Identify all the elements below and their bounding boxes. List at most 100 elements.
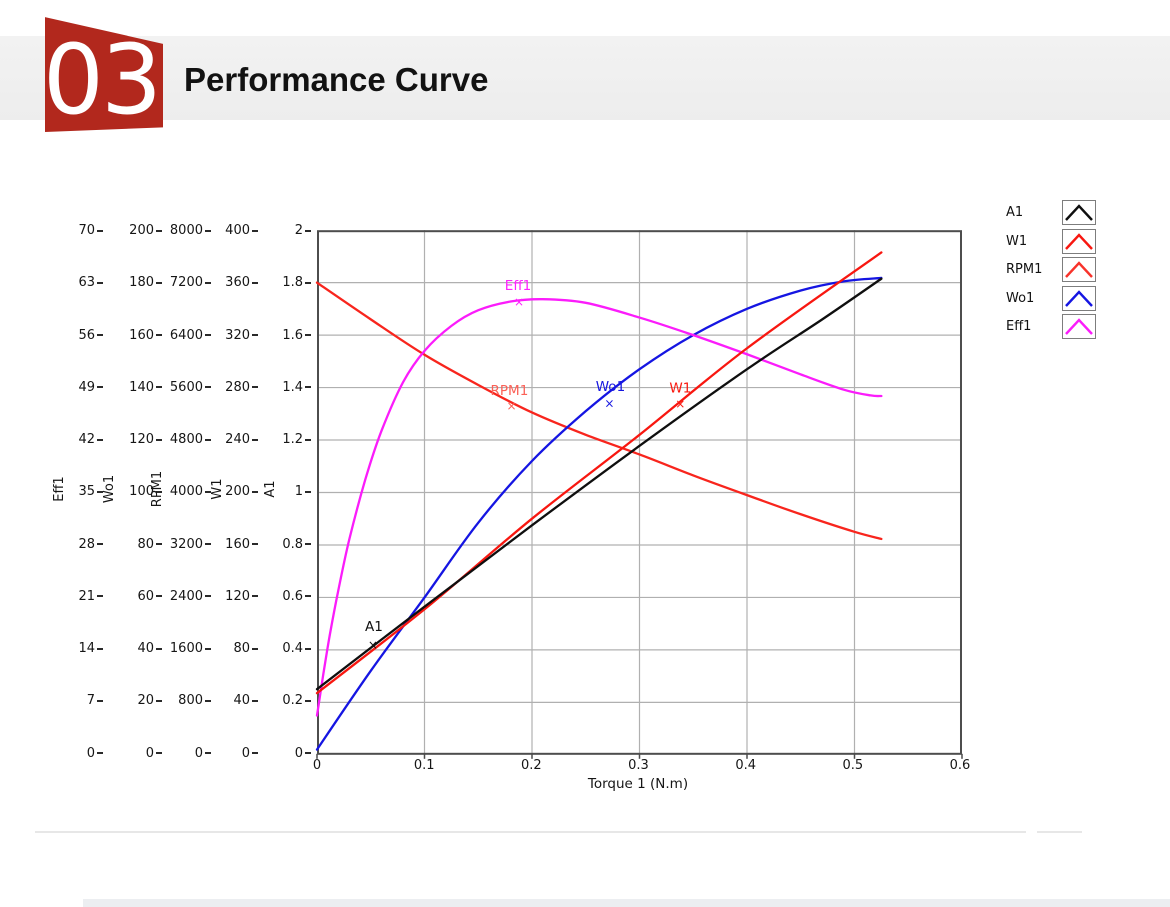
y-axis-title-eff1: Eff1: [52, 476, 67, 502]
y-tick-wo1: 160: [82, 327, 162, 343]
y-tick-eff1: 56: [23, 327, 103, 343]
tick-dash: [252, 438, 258, 441]
y-tick-rpm1: 4000: [131, 484, 211, 500]
curve-a1: [315, 277, 883, 691]
y-tick-value: 1.4: [282, 379, 303, 395]
y-axis-title-rpm1: RPM1: [150, 470, 165, 508]
tick-dash: [205, 543, 211, 545]
y-tick-value: 2: [294, 223, 303, 238]
tick-dash: [305, 386, 311, 389]
y-tick-value: 0: [294, 745, 303, 761]
tick-dash: [97, 386, 103, 389]
legend-item-rpm1: RPM1: [1006, 257, 1096, 282]
y-tick-eff1: 63: [23, 275, 103, 291]
y-tick-value: 0: [241, 745, 250, 761]
y-tick-value: 0: [145, 745, 154, 761]
legend-label: RPM1: [1006, 262, 1043, 277]
y-tick-value: 120: [225, 588, 250, 604]
tick-dash: [205, 699, 211, 702]
y-tick-value: 14: [78, 641, 95, 656]
y-tick-a1: 0.2: [231, 693, 311, 709]
y-tick-a1: 1.2: [231, 432, 311, 448]
tick-dash: [97, 229, 103, 232]
x-tick-label: 0.3: [628, 758, 649, 773]
legend-label: Wo1: [1006, 290, 1035, 306]
tick-dash: [156, 229, 162, 232]
tick-dash: [252, 595, 258, 598]
tick-dash: [156, 699, 162, 702]
y-tick-value: 0: [194, 745, 203, 761]
y-tick-w1: 320: [178, 327, 258, 343]
tick-dash: [205, 490, 211, 493]
y-tick-wo1: 140: [82, 379, 162, 395]
y-tick-rpm1: 4800: [131, 432, 211, 448]
tick-dash: [156, 334, 162, 336]
tick-dash: [252, 229, 258, 232]
curve-rpm1: [315, 281, 883, 541]
tick-dash: [156, 386, 162, 389]
legend-label: Eff1: [1006, 319, 1032, 334]
divider-line-short: [1037, 831, 1082, 833]
y-tick-value: 40: [137, 641, 154, 656]
y-tick-value: 1: [294, 484, 303, 500]
y-tick-wo1: 80: [82, 536, 162, 552]
y-tick-value: 7200: [169, 275, 203, 291]
annotation-label-wo1: Wo1: [596, 379, 625, 395]
y-tick-value: 42: [78, 432, 95, 447]
tick-dash: [305, 229, 311, 232]
y-tick-value: 180: [129, 275, 154, 291]
tick-dash: [305, 699, 311, 702]
legend-swatch: [1062, 257, 1096, 282]
tick-dash: [252, 543, 258, 545]
line-sample-icon: [1065, 289, 1093, 307]
section-number: 03: [42, 24, 162, 136]
curve-eff1: [315, 298, 883, 717]
y-tick-eff1: 21: [23, 588, 103, 604]
y-tick-wo1: 200: [82, 223, 162, 239]
y-tick-value: 80: [137, 536, 154, 552]
y-tick-value: 1.8: [282, 275, 303, 291]
y-tick-rpm1: 1600: [131, 641, 211, 657]
tick-dash: [305, 438, 311, 441]
y-tick-w1: 0: [178, 745, 258, 761]
y-tick-wo1: 20: [82, 693, 162, 709]
tick-dash: [205, 229, 211, 232]
y-tick-a1: 2: [231, 223, 311, 239]
y-tick-eff1: 35: [23, 484, 103, 500]
y-tick-a1: 1.8: [231, 275, 311, 291]
y-tick-eff1: 42: [23, 432, 103, 448]
tick-dash: [156, 543, 162, 545]
y-tick-value: 35: [78, 484, 95, 500]
y-tick-eff1: 70: [23, 223, 103, 239]
tick-dash: [205, 438, 211, 441]
bottom-band: [83, 899, 1170, 907]
y-tick-w1: 40: [178, 693, 258, 709]
y-tick-value: 0.6: [282, 588, 303, 604]
y-tick-value: 40: [233, 693, 250, 709]
y-tick-a1: 1.6: [231, 327, 311, 343]
y-tick-wo1: 0: [82, 745, 162, 761]
y-tick-value: 1.2: [282, 432, 303, 447]
y-tick-a1: 0.4: [231, 641, 311, 657]
y-tick-value: 0: [86, 745, 95, 761]
tick-dash: [205, 752, 211, 754]
y-tick-value: 1.6: [282, 327, 303, 343]
y-tick-value: 63: [78, 275, 95, 291]
tick-dash: [252, 647, 258, 650]
y-tick-value: 280: [225, 379, 250, 395]
y-tick-w1: 360: [178, 275, 258, 291]
tick-dash: [305, 281, 311, 284]
y-tick-value: 400: [225, 223, 250, 238]
y-tick-value: 240: [225, 432, 250, 447]
y-tick-w1: 120: [178, 588, 258, 604]
line-sample-icon: [1065, 204, 1093, 221]
y-tick-value: 1600: [169, 641, 203, 656]
y-tick-rpm1: 0: [131, 745, 211, 761]
y-tick-w1: 240: [178, 432, 258, 448]
annotation-marker-eff1: ×: [514, 295, 524, 309]
legend-label: W1: [1006, 233, 1028, 249]
x-axis-title: Torque 1 (N.m): [587, 776, 689, 792]
tick-dash: [97, 334, 103, 336]
legend-label: A1: [1006, 205, 1024, 220]
tick-dash: [252, 699, 258, 702]
